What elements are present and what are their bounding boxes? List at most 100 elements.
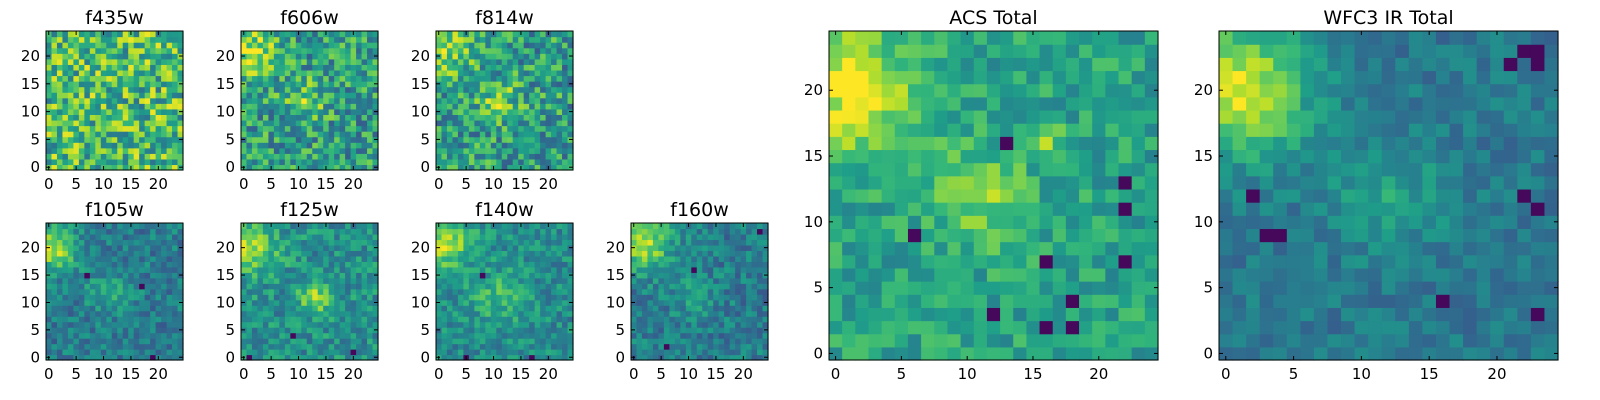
- heatmap-cell: [746, 223, 753, 230]
- heatmap-cell: [490, 147, 497, 154]
- heatmap-cell: [139, 153, 146, 160]
- heatmap-cell: [685, 294, 692, 301]
- heatmap-cell: [512, 131, 519, 138]
- heatmap-cell: [46, 142, 53, 149]
- heatmap-cell: [457, 305, 464, 312]
- heatmap-cell: [490, 255, 497, 262]
- heatmap-cell: [441, 64, 448, 71]
- heatmap-cell: [545, 327, 552, 334]
- heatmap-cell: [95, 36, 102, 43]
- heatmap-cell: [257, 158, 264, 166]
- heatmap-cell: [172, 53, 179, 60]
- heatmap-cell: [696, 332, 703, 339]
- heatmap-cell: [122, 299, 129, 306]
- heatmap-cell: [545, 343, 552, 350]
- heatmap-cell: [361, 321, 368, 328]
- heatmap-cell: [172, 239, 179, 246]
- heatmap-cell: [496, 343, 503, 350]
- heatmap-cell: [551, 97, 558, 104]
- heatmap-cell: [262, 103, 269, 110]
- heatmap-cell: [284, 338, 291, 345]
- heatmap-cell: [674, 343, 681, 350]
- heatmap-cell: [139, 299, 146, 306]
- heatmap-cell: [641, 250, 649, 257]
- heatmap-cell: [740, 277, 747, 284]
- heatmap-cell: [485, 316, 492, 323]
- heatmap-cell: [246, 272, 253, 279]
- heatmap-cell: [468, 142, 475, 149]
- heatmap-cell: [128, 239, 135, 246]
- heatmap-cell: [729, 299, 736, 306]
- heatmap-cell: [111, 69, 118, 77]
- heatmap-cell: [372, 310, 379, 317]
- heatmap-cell: [111, 272, 118, 279]
- heatmap-cell: [474, 305, 481, 312]
- heatmap-cell: [960, 281, 975, 295]
- heatmap-cell: [122, 338, 129, 345]
- heatmap-cell: [881, 241, 896, 256]
- heatmap-cell: [441, 233, 448, 241]
- heatmap-cell: [1039, 228, 1054, 243]
- heatmap-cell: [751, 294, 758, 301]
- heatmap-cell: [106, 53, 113, 60]
- heatmap-cell: [551, 164, 558, 171]
- heatmap-cell: [441, 266, 448, 273]
- heatmap-cell: [1052, 228, 1067, 243]
- heatmap-cell: [468, 31, 475, 38]
- heatmap-cell: [262, 114, 269, 121]
- heatmap-cell: [290, 103, 297, 110]
- heatmap-cell: [485, 58, 492, 65]
- heatmap-cell: [724, 354, 731, 361]
- heatmap-cell: [702, 288, 709, 295]
- heatmap-cell: [881, 175, 896, 190]
- heatmap-cell: [452, 86, 459, 93]
- heatmap-cell: [457, 64, 464, 71]
- heatmap-cell: [73, 283, 80, 290]
- heatmap-cell: [518, 125, 525, 132]
- heatmap-cell: [51, 69, 58, 77]
- heatmap-cell: [306, 327, 313, 334]
- heatmap-cell: [501, 81, 508, 88]
- heatmap-cell: [740, 349, 747, 356]
- heatmap-cell: [144, 142, 151, 149]
- heatmap-cell: [241, 239, 248, 246]
- heatmap-cell: [67, 64, 74, 71]
- heatmap-cell: [729, 349, 736, 356]
- heatmap-cell: [356, 316, 363, 323]
- heatmap-cell: [268, 332, 275, 339]
- x-tick-label: 15: [121, 175, 140, 193]
- heatmap-cell: [540, 283, 547, 290]
- heatmap-cell: [177, 42, 184, 49]
- heatmap-cell: [551, 255, 558, 262]
- heatmap-cell: [251, 42, 259, 49]
- heatmap-cell: [496, 239, 503, 246]
- heatmap-cell: [540, 164, 547, 171]
- heatmap-cell: [56, 250, 64, 257]
- heatmap-cell: [647, 228, 654, 235]
- heatmap-cell: [306, 47, 313, 54]
- heatmap-cell: [328, 316, 335, 323]
- heatmap-cell: [446, 250, 454, 257]
- heatmap-cell: [696, 266, 703, 273]
- heatmap-cell: [117, 131, 124, 138]
- heatmap-cell: [1013, 175, 1027, 190]
- heatmap-cell: [262, 283, 269, 290]
- heatmap-cell: [702, 354, 709, 361]
- heatmap-cell: [95, 266, 102, 273]
- heatmap-cell: [172, 125, 179, 132]
- heatmap-cell: [746, 294, 753, 301]
- heatmap-cell: [150, 332, 157, 339]
- y-tick-label: 15: [411, 266, 430, 284]
- heatmap-cell: [51, 310, 58, 317]
- heatmap-cell: [56, 349, 64, 356]
- heatmap-cell: [262, 147, 269, 154]
- heatmap-cell: [345, 228, 352, 235]
- heatmap-cell: [284, 321, 291, 328]
- heatmap-cell: [339, 114, 346, 121]
- heatmap-cell: [496, 233, 503, 241]
- heatmap-cell: [641, 332, 649, 339]
- heatmap-cell: [334, 261, 341, 268]
- heatmap-cell: [496, 349, 503, 356]
- heatmap-cell: [161, 316, 168, 323]
- heatmap-cell: [468, 223, 475, 230]
